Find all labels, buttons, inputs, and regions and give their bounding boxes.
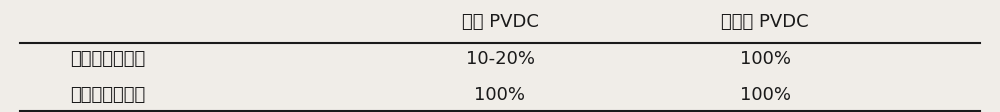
Text: 常规 PVDC: 常规 PVDC — [462, 13, 538, 31]
Text: 100%: 100% — [740, 86, 790, 104]
Text: 涂布聚氨酯底胶: 涂布聚氨酯底胶 — [70, 86, 145, 104]
Text: 100%: 100% — [740, 50, 790, 68]
Text: 100%: 100% — [475, 86, 526, 104]
Text: 未涂聚氨酯底胶: 未涂聚氨酯底胶 — [70, 50, 145, 68]
Text: 10-20%: 10-20% — [466, 50, 534, 68]
Text: 无底胶 PVDC: 无底胶 PVDC — [721, 13, 809, 31]
